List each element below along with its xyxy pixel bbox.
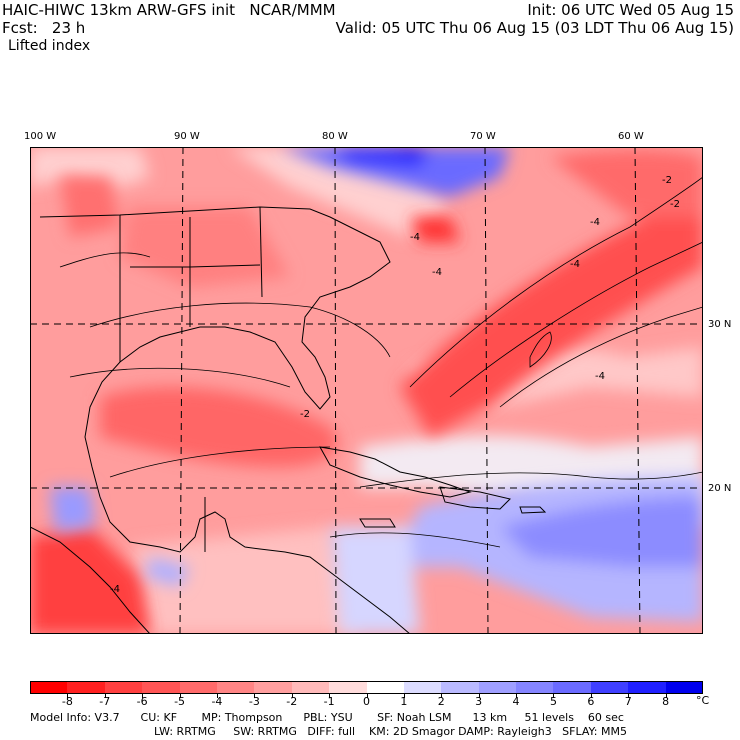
colorbar-tick bbox=[590, 694, 592, 698]
lat-label-20n: 20 N bbox=[708, 483, 732, 494]
colorbar-tick bbox=[67, 694, 69, 698]
colorbar-label: 5 bbox=[549, 695, 557, 708]
colorbar-tick bbox=[142, 694, 144, 698]
lon-label-100w: 100 W bbox=[24, 131, 57, 142]
colorbar-label: 0 bbox=[363, 695, 370, 708]
colorbar-tick bbox=[254, 694, 256, 698]
lon-label-70w: 70 W bbox=[470, 131, 496, 142]
colorbar-label: 4 bbox=[512, 695, 520, 708]
graticule bbox=[30, 147, 703, 634]
colorbar-tick bbox=[329, 694, 331, 698]
colorbar-segment bbox=[216, 681, 255, 694]
valid-time: Valid: 05 UTC Thu 06 Aug 15 (03 LDT Thu … bbox=[335, 19, 734, 37]
lon-label-90w: 90 W bbox=[174, 131, 200, 142]
colorbar-segment bbox=[179, 681, 218, 694]
colorbar-segment bbox=[329, 681, 367, 694]
colorbar-label: 7 bbox=[624, 695, 632, 708]
colorbar bbox=[30, 681, 704, 698]
colorbar-label: -5 bbox=[174, 695, 186, 708]
colorbar-segment bbox=[590, 681, 629, 694]
colorbar-segment bbox=[366, 681, 405, 694]
colorbar-segment bbox=[478, 681, 517, 694]
coastlines bbox=[30, 206, 547, 634]
contour-label: -4 bbox=[110, 584, 120, 595]
colorbar-tick bbox=[216, 694, 218, 698]
colorbar-segment bbox=[441, 681, 480, 694]
colorbar-tick bbox=[553, 694, 555, 698]
colorbar-label: 1 bbox=[400, 695, 408, 708]
map-frame bbox=[30, 147, 703, 634]
colorbar-segment bbox=[516, 681, 554, 694]
contour-label: -4 bbox=[590, 217, 600, 228]
colorbar-segment bbox=[104, 681, 143, 694]
colorbar-tick bbox=[179, 694, 181, 698]
colorbar-segment bbox=[665, 681, 704, 694]
colorbar-segment bbox=[628, 681, 667, 694]
colorbar-segment bbox=[553, 681, 592, 694]
colorbar-tick bbox=[478, 694, 480, 698]
colorbar-border bbox=[30, 681, 703, 694]
colorbar-label: 6 bbox=[587, 695, 595, 708]
colorbar-label: -7 bbox=[99, 695, 111, 708]
contour-label: -4 bbox=[432, 267, 442, 278]
colorbar-segment bbox=[291, 681, 330, 694]
forecast-hour: Fcst: 23 h bbox=[2, 19, 86, 37]
colorbar-label: -3 bbox=[248, 695, 260, 708]
lat-label-30n: 30 N bbox=[708, 319, 732, 330]
contour-lines bbox=[59, 176, 703, 548]
colorbar-segment bbox=[67, 681, 106, 694]
colorbar-label: -2 bbox=[286, 695, 298, 708]
colorbar-tick bbox=[291, 694, 293, 698]
colorbar-label: -8 bbox=[61, 695, 73, 708]
colorbar-unit: °C bbox=[696, 694, 710, 707]
lon-label-80w: 80 W bbox=[322, 131, 348, 142]
model-title: HAIC-HIWC 13km ARW-GFS init NCAR/MMM bbox=[2, 1, 336, 19]
model-info-line2: LW: RRTMG SW: RRTMG DIFF: full KM: 2D Sm… bbox=[154, 725, 627, 738]
colorbar-label: 3 bbox=[475, 695, 483, 708]
colorbar-segment bbox=[403, 681, 442, 694]
colorbar-segment bbox=[254, 681, 293, 694]
contour-label: -4 bbox=[595, 371, 605, 382]
field-red-zones bbox=[30, 149, 703, 634]
field-blue-zones bbox=[50, 147, 703, 634]
colorbar-tick bbox=[441, 694, 443, 698]
colorbar-label: -4 bbox=[211, 695, 223, 708]
colorbar-tick bbox=[665, 694, 667, 698]
colorbar-label: -1 bbox=[323, 695, 335, 708]
colorbar-label: 8 bbox=[662, 695, 670, 708]
contour-label: -2 bbox=[670, 199, 680, 210]
colorbar-label: 2 bbox=[437, 695, 445, 708]
colorbar-tick bbox=[403, 694, 405, 698]
colorbar-segment bbox=[30, 681, 68, 694]
field-name: Lifted index bbox=[8, 38, 91, 54]
colorbar-tick bbox=[104, 694, 106, 698]
contour-label: -4 bbox=[570, 259, 580, 270]
lifted-index-map: -2 -2 -4 -4 -4 -4 -4 -2 -4 bbox=[30, 147, 703, 634]
contour-label: -2 bbox=[662, 175, 672, 186]
colorbar-label: -6 bbox=[136, 695, 148, 708]
colorbar-segment bbox=[142, 681, 181, 694]
init-time: Init: 06 UTC Wed 05 Aug 15 bbox=[527, 1, 734, 19]
colorbar-tick bbox=[366, 694, 368, 698]
colorbar-tick bbox=[516, 694, 518, 698]
model-info-line1: Model Info: V3.7 CU: KF MP: Thompson PBL… bbox=[30, 711, 624, 724]
lon-label-60w: 60 W bbox=[618, 131, 644, 142]
colorbar-tick bbox=[628, 694, 630, 698]
contour-label-group: -2 -2 -4 -4 -4 -4 -4 -2 -4 bbox=[110, 175, 680, 595]
contour-label: -4 bbox=[410, 232, 420, 243]
contour-label: -2 bbox=[300, 409, 310, 420]
